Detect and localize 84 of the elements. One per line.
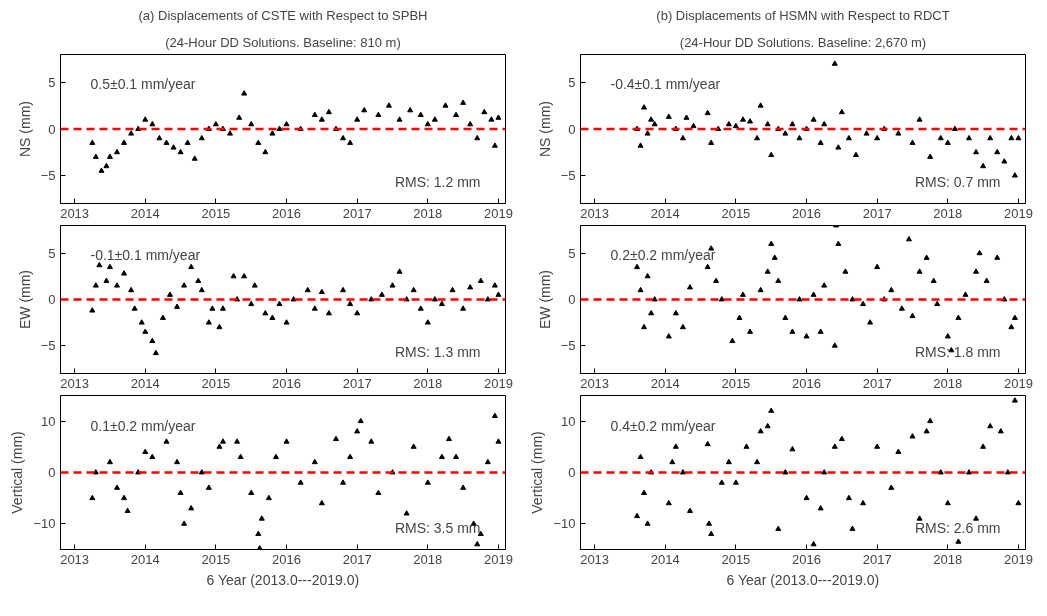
x-tick-label: 2018 (933, 205, 963, 221)
x-tick-label: 2014 (650, 375, 680, 391)
chart-subtitle: (24-Hour DD Solutions. Baseline: 2,670 m) (679, 34, 927, 50)
x-tick-label: 2015 (721, 551, 751, 567)
annotation: 0.1±0.2 mm/year (90, 418, 196, 434)
y-tick-label: 0 (48, 465, 56, 480)
annotation: RMS: 1.3 mm (394, 343, 481, 360)
x-tick-label: 2013 (580, 551, 610, 567)
x-tick-label: 2017 (342, 551, 372, 567)
x-tick-label: 2013 (60, 205, 90, 221)
annotation: 0.4±0.2 mm/year (610, 418, 716, 434)
x-tick-label: 2014 (650, 205, 680, 221)
y-tick-label: 0 (48, 121, 56, 137)
x-tick-label: 2019 (483, 205, 513, 221)
annotation: RMS: 0.7 mm (914, 173, 1001, 190)
y-tick-label: −5 (40, 338, 56, 354)
x-tick-label: 2014 (130, 205, 160, 221)
x-tick-label: 2015 (201, 205, 231, 221)
x-tick-label: 2016 (272, 375, 301, 391)
y-tick-label: 0 (48, 292, 56, 307)
x-tick-label: 2019 (483, 551, 513, 567)
x-tick-label: 2014 (130, 375, 160, 391)
y-tick-label: 5 (48, 245, 56, 261)
y-tick-label: 10 (41, 413, 56, 429)
x-tick-label: 2017 (862, 375, 892, 391)
x-tick-label: 2013 (60, 551, 90, 567)
y-axis-title: NS (mm) (536, 100, 553, 157)
x-tick-label: 2014 (650, 551, 680, 567)
x-tick-label: 2015 (721, 205, 751, 221)
x-tick-label: 2017 (342, 205, 372, 221)
annotation: RMS: 1.8 mm (914, 343, 1001, 360)
x-tick-label: 2014 (130, 551, 160, 567)
x-tick-label: 2013 (60, 375, 90, 391)
annotation: -0.1±0.1 mm/year (90, 246, 201, 263)
annotation: RMS: 1.2 mm (394, 173, 481, 190)
y-tick-label: −5 (560, 168, 576, 184)
x-tick-label: 2016 (792, 551, 821, 567)
y-axis-title: EW (mm) (536, 269, 553, 330)
annotation: 0.2±0.2 mm/year (610, 246, 716, 263)
x-tick-label: 2019 (483, 375, 513, 391)
y-tick-label: −5 (560, 338, 576, 354)
y-tick-label: −10 (553, 516, 576, 532)
x-tick-label: 2019 (1003, 375, 1033, 391)
x-tick-label: 2016 (792, 375, 821, 391)
x-tick-label: 2016 (792, 205, 821, 221)
annotation: -0.4±0.1 mm/year (610, 75, 721, 92)
x-axis-title: 6 Year (2013.0---2019.0) (206, 571, 360, 588)
x-tick-label: 2015 (721, 375, 751, 391)
x-tick-label: 2017 (862, 551, 892, 567)
x-tick-label: 2018 (413, 551, 443, 567)
x-tick-label: 2015 (201, 375, 231, 391)
x-tick-label: 2018 (413, 205, 443, 221)
y-tick-label: 0 (568, 121, 576, 137)
chart-subtitle: (24-Hour DD Solutions. Baseline: 810 m) (165, 34, 401, 50)
y-tick-label: 0 (568, 465, 576, 480)
x-tick-label: 2018 (933, 375, 963, 391)
y-tick-label: 10 (561, 413, 576, 429)
y-axis-title: Vertical (mm) (529, 431, 546, 514)
y-tick-label: −10 (33, 516, 56, 532)
y-axis-title: EW (mm) (16, 269, 33, 330)
y-axis-title: NS (mm) (16, 100, 33, 157)
x-tick-label: 2013 (580, 205, 610, 221)
y-tick-label: 5 (48, 74, 56, 90)
x-tick-label: 2018 (413, 375, 443, 391)
x-tick-label: 2015 (201, 551, 231, 567)
annotation: RMS: 2.6 mm (914, 519, 1001, 536)
x-tick-label: 2017 (862, 205, 892, 221)
y-tick-label: −5 (40, 168, 56, 184)
x-tick-label: 2016 (272, 551, 301, 567)
x-axis-title: 6 Year (2013.0---2019.0) (726, 571, 880, 588)
chart-title: (b) Displacements of HSMN with Respect to RDCT (656, 7, 950, 23)
y-tick-label: 5 (568, 74, 576, 90)
chart-title: (a) Displacements of CSTE with Respect to SPBH (138, 7, 428, 23)
x-tick-label: 2013 (580, 375, 610, 391)
x-tick-label: 2019 (1003, 551, 1033, 567)
y-axis-title: Vertical (mm) (9, 431, 26, 514)
x-tick-label: 2018 (933, 551, 963, 567)
x-tick-label: 2016 (272, 205, 301, 221)
y-tick-label: 0 (568, 292, 576, 307)
x-tick-label: 2017 (342, 375, 372, 391)
y-tick-label: 5 (568, 245, 576, 261)
annotation: RMS: 3.5 mm (394, 519, 481, 536)
x-tick-label: 2019 (1003, 205, 1033, 221)
annotation: 0.5±0.1 mm/year (90, 75, 196, 92)
